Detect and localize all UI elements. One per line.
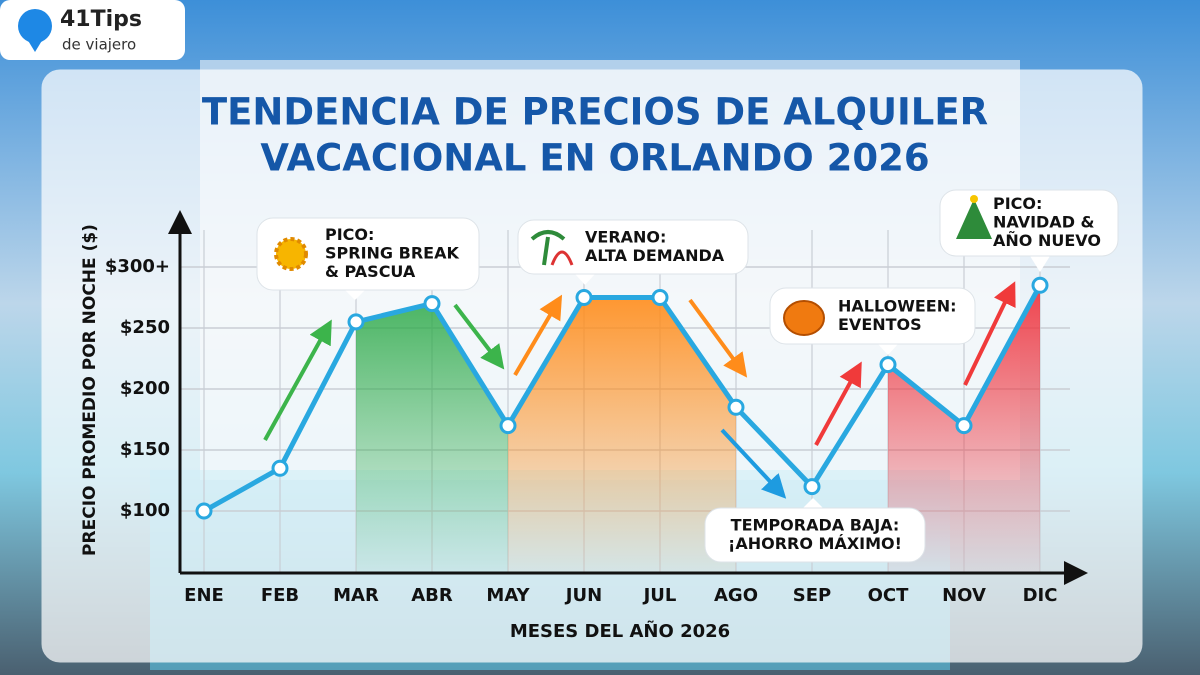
season-shade — [356, 303, 508, 572]
data-point — [499, 417, 517, 435]
x-tick-label: OCT — [868, 585, 910, 606]
callout-text: NAVIDAD & — [993, 213, 1095, 232]
data-point — [347, 313, 365, 331]
data-point — [879, 356, 897, 374]
x-tick-label: MAY — [486, 585, 530, 606]
callout-box — [769, 287, 976, 345]
callout-box — [939, 189, 1119, 257]
data-point — [575, 289, 593, 306]
trend-arrow — [263, 319, 332, 441]
callout-pointer — [345, 290, 365, 300]
callout-text: SPRING BREAK — [325, 244, 459, 263]
callout-box — [704, 507, 926, 563]
icon-palm — [530, 230, 566, 266]
trend-arrow — [963, 281, 1016, 386]
chart-title: VACACIONAL EN ORLANDO 2026 — [260, 137, 929, 180]
callout-text: & PASCUA — [325, 262, 416, 281]
data-point — [271, 459, 289, 477]
x-tick-label: JUN — [564, 585, 602, 606]
callout-text: AÑO NUEVO — [993, 231, 1101, 250]
x-tick-label: DIC — [1023, 585, 1058, 606]
callout-pointer — [878, 344, 898, 355]
callout-text: ¡AHORRO MÁXIMO! — [728, 534, 902, 553]
x-tick-label: ENE — [184, 585, 224, 606]
trend-arrows — [263, 281, 1016, 499]
trend-arrow — [513, 294, 563, 377]
plot — [195, 276, 1049, 520]
callout-pointer — [575, 274, 595, 285]
data-point — [727, 398, 745, 416]
callout-box — [256, 217, 480, 291]
x-tick-label: NOV — [942, 585, 986, 606]
y-tick-label: $150 — [120, 439, 170, 460]
data-point — [955, 417, 973, 435]
x-tick-label: FEB — [261, 585, 299, 606]
x-tick-label: JUL — [642, 585, 677, 606]
icon-pumpkin — [783, 300, 825, 336]
trend-arrow — [720, 428, 787, 499]
x-tick-label: AGO — [714, 585, 758, 606]
callout-text: HALLOWEEN: — [838, 296, 957, 315]
callout-pointer — [1030, 256, 1050, 272]
callout-text: VERANO: — [585, 227, 666, 246]
x-tick-label: MAR — [333, 585, 379, 606]
data-point — [803, 478, 821, 496]
season-shade — [508, 297, 736, 572]
logo-tagline: de viajero — [62, 36, 136, 54]
y-tick-label: $300+ — [105, 256, 170, 277]
y-tick-label: $250 — [120, 317, 170, 338]
callout-text: PICO: — [993, 194, 1042, 213]
trend-arrow — [453, 303, 505, 370]
x-axis-label: MESES DEL AÑO 2026 — [510, 619, 730, 642]
icon-star — [970, 195, 978, 203]
y-axis-label: PRECIO PROMEDIO POR NOCHE ($) — [80, 224, 100, 556]
callout-text: PICO: — [325, 225, 374, 244]
y-tick-label: $200 — [120, 378, 170, 399]
icon-sun — [274, 237, 308, 271]
trend-arrow — [688, 298, 748, 378]
icon-tree — [956, 199, 992, 239]
logo-name: 41Tips — [60, 7, 142, 32]
data-point — [195, 502, 213, 520]
callout-text: TEMPORADA BAJA: — [731, 515, 900, 534]
callout-text: ALTA DEMANDA — [585, 246, 725, 265]
icon-coaster — [550, 250, 574, 266]
chart-title: TENDENCIA DE PRECIOS DE ALQUILER — [202, 91, 988, 134]
price-line — [202, 284, 1043, 514]
data-point — [1031, 276, 1049, 294]
x-tick-label: SEP — [793, 585, 831, 606]
callout-box — [517, 219, 749, 275]
logo-icon-pin — [24, 34, 46, 52]
callout-pointer — [803, 498, 823, 508]
callout-text: EVENTOS — [838, 315, 922, 334]
data-point — [423, 295, 441, 313]
y-tick-label: $100 — [120, 500, 170, 521]
x-tick-label: ABR — [411, 585, 453, 606]
trend-arrow — [814, 361, 862, 446]
data-point — [651, 289, 669, 306]
